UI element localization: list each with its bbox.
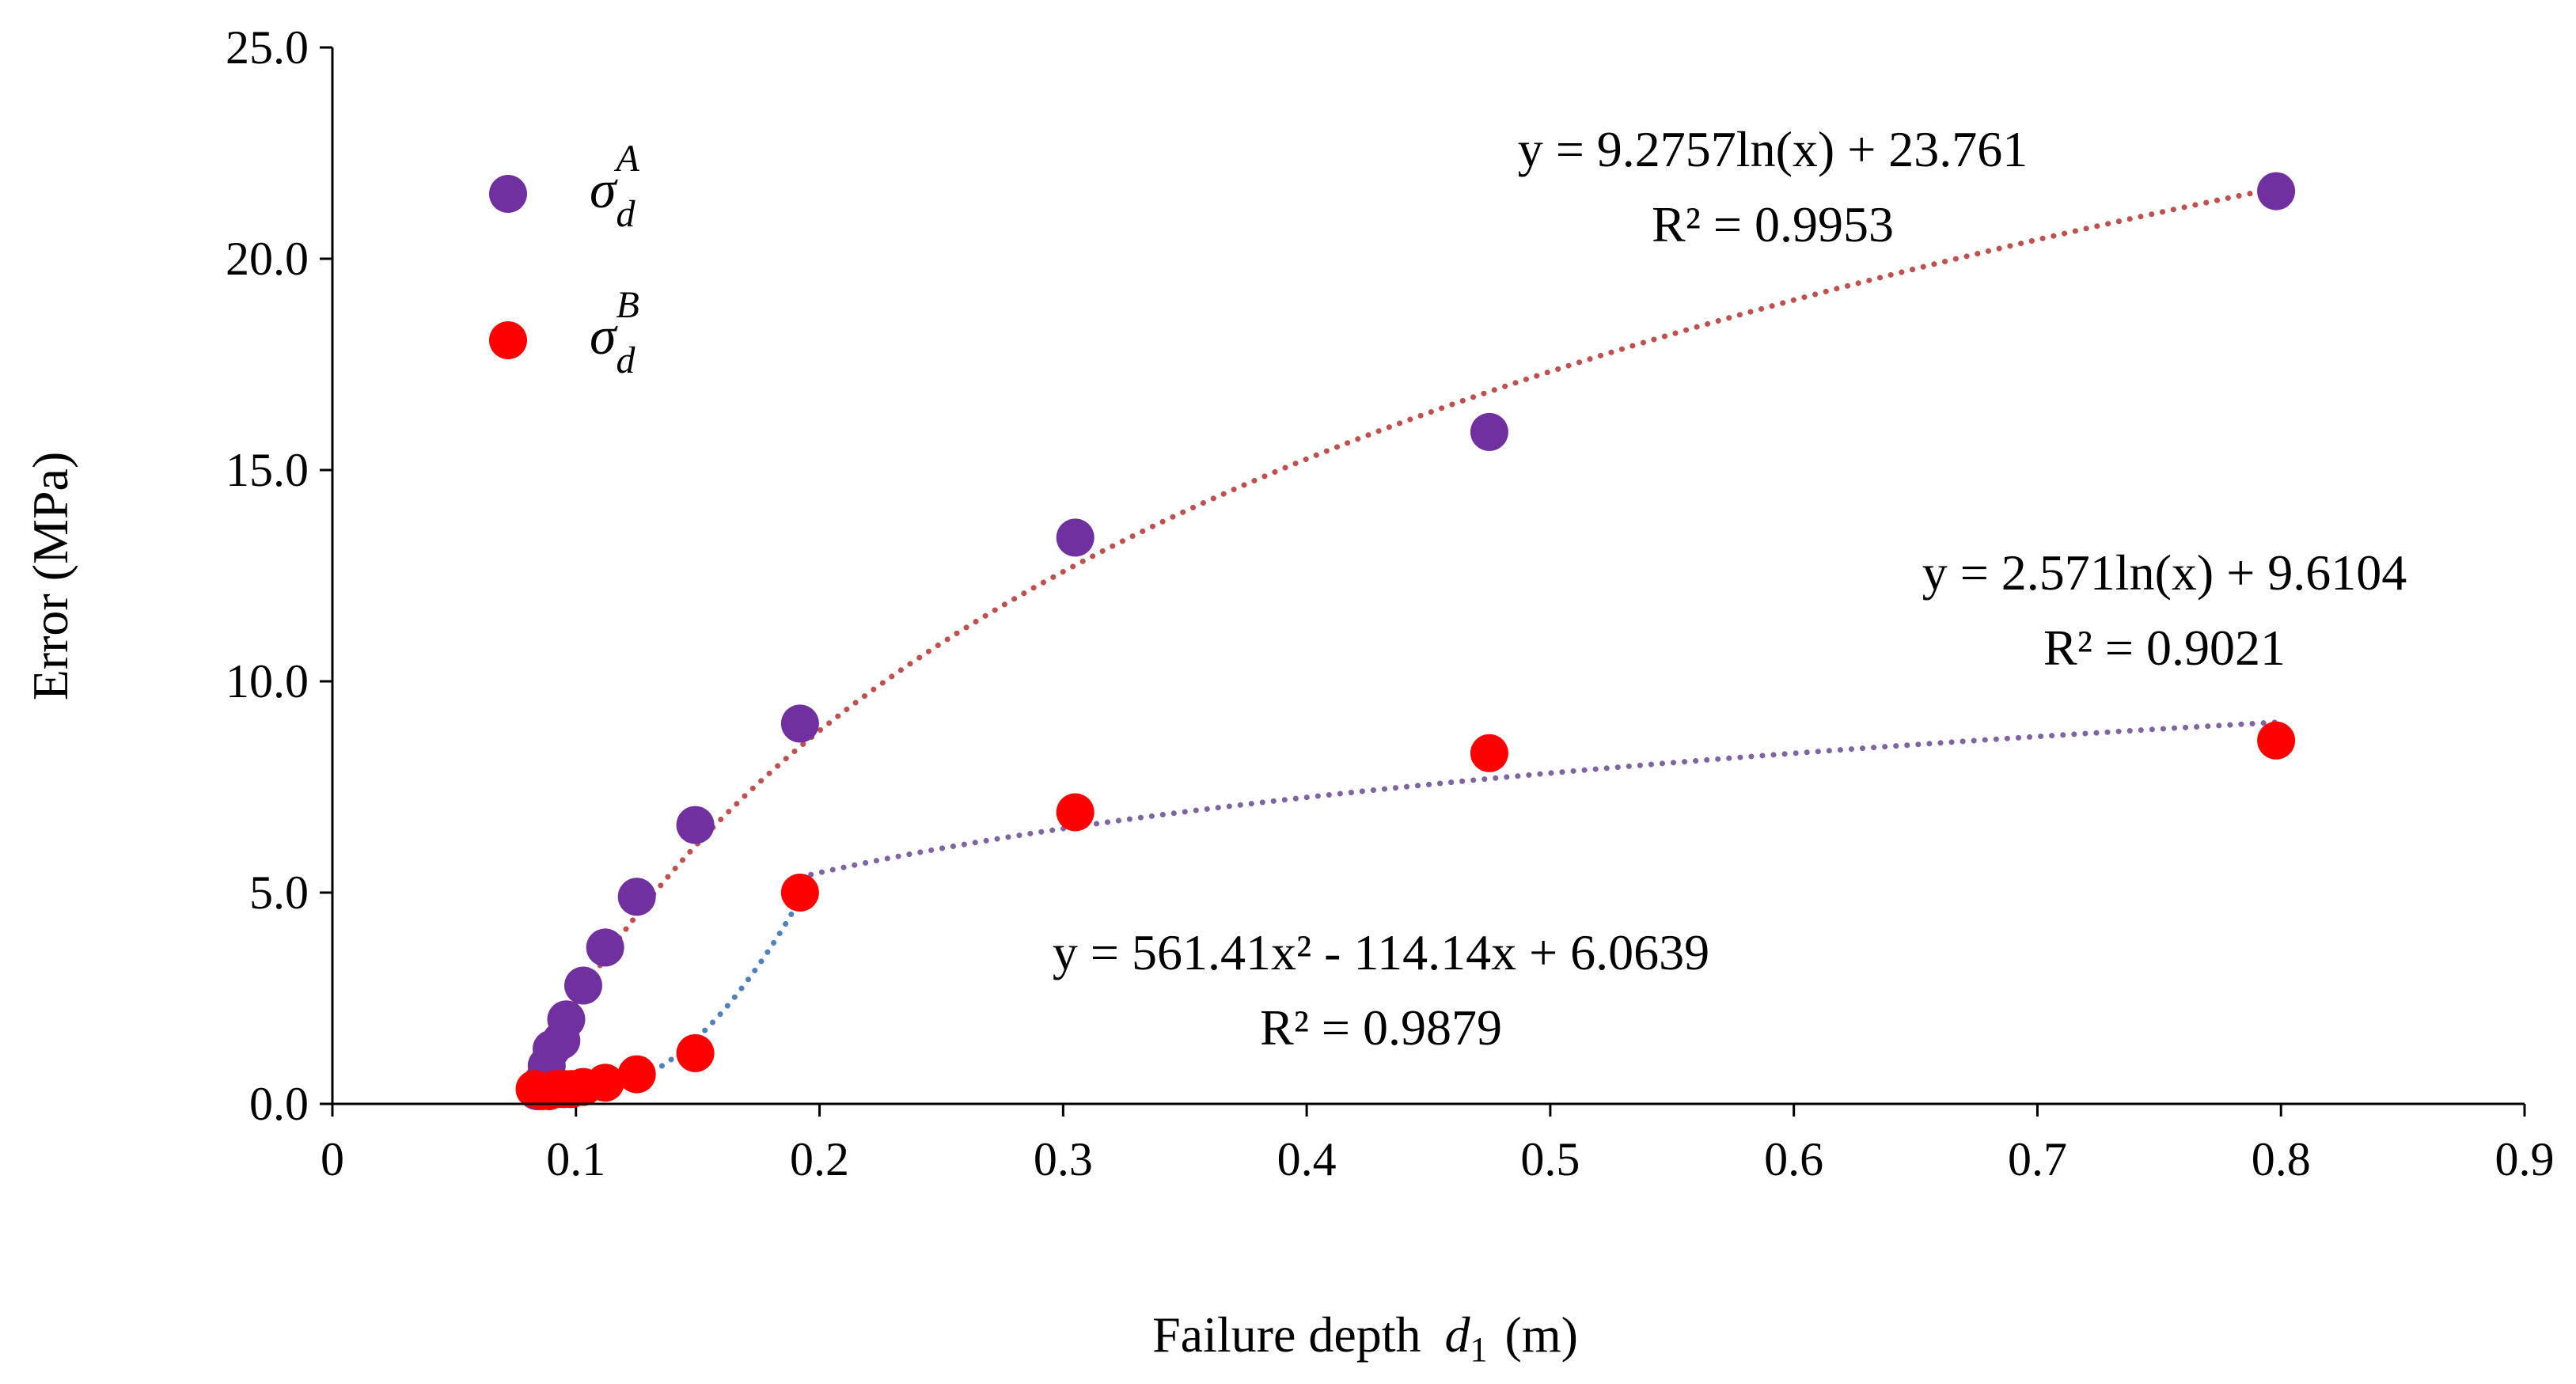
point-series-0 [586, 928, 624, 967]
point-series-0 [547, 1000, 586, 1039]
trendline-label-a: y = 9.2757ln(x) + 23.761 R² = 0.9953 [1518, 121, 2028, 252]
trendline-0 [534, 185, 2279, 1074]
x-axis-title-unit: (m) [1505, 1306, 1578, 1363]
point-series-1 [1470, 734, 1508, 772]
x-tick-label: 0.6 [1764, 1133, 1823, 1185]
trendline-1 [797, 719, 2279, 880]
point-series-0 [2257, 172, 2296, 210]
x-tick-label: 0.3 [1034, 1133, 1093, 1185]
r2-b: R² = 0.9021 [2043, 620, 2286, 676]
equation-b: y = 2.571ln(x) + 9.6104 [1922, 544, 2407, 601]
legend-label-sigma-a: σdA [590, 138, 640, 235]
x-tick-label: 0.1 [546, 1133, 605, 1185]
data-points [515, 172, 2296, 1110]
point-series-1 [676, 1033, 715, 1072]
point-series-0 [617, 878, 656, 916]
equation-a: y = 9.2757ln(x) + 23.761 [1518, 121, 2028, 177]
x-tick-label: 0.9 [2495, 1133, 2555, 1185]
x-tick-label: 0.8 [2252, 1133, 2311, 1185]
equation-c: y = 561.41x² - 114.14x + 6.0639 [1053, 924, 1709, 980]
x-tick-label: 0.4 [1277, 1133, 1337, 1185]
point-series-0 [564, 966, 602, 1005]
point-series-0 [1470, 412, 1508, 451]
x-tick-label: 0.5 [1520, 1133, 1580, 1185]
point-series-1 [1056, 793, 1095, 832]
y-tick-label: 25.0 [226, 21, 309, 74]
legend-marker-sigma-a [489, 175, 527, 213]
y-tick-label: 0.0 [249, 1078, 309, 1130]
point-series-1 [586, 1064, 624, 1102]
x-tick-labels: 0 0.1 0.2 0.3 0.4 0.5 0.6 0.7 0.8 0.9 [321, 1133, 2555, 1185]
x-tick-label: 0.7 [2008, 1133, 2067, 1185]
x-axis-title-symbol: d [1445, 1306, 1471, 1363]
legend-marker-sigma-b [489, 321, 527, 359]
y-tick-label: 20.0 [226, 233, 309, 285]
y-tick-label: 10.0 [226, 655, 309, 707]
x-tick-label: 0 [321, 1133, 344, 1185]
r2-a: R² = 0.9953 [1652, 196, 1894, 252]
x-axis-title-subscript: 1 [1470, 1330, 1488, 1369]
legend: σdA σdB [489, 138, 640, 381]
r2-c: R² = 0.9879 [1260, 999, 1502, 1056]
y-axis-title: Error (MPa) [22, 452, 78, 701]
legend-item-sigma-b: σdB [489, 284, 639, 381]
y-tick-label: 15.0 [226, 444, 309, 496]
legend-label-sigma-b: σdB [590, 284, 639, 381]
point-series-0 [1056, 518, 1095, 557]
point-series-1 [780, 874, 819, 912]
x-tick-label: 0.2 [790, 1133, 849, 1185]
point-series-1 [2257, 721, 2296, 760]
point-series-1 [617, 1055, 656, 1094]
x-axis-title-text: Failure depth [1152, 1306, 1421, 1363]
point-series-0 [780, 704, 819, 743]
y-tick-labels: 0.0 5.0 10.0 15.0 20.0 25.0 [226, 21, 309, 1130]
point-series-0 [676, 806, 715, 844]
x-axis-title: Failure depth d1 (m) [1152, 1306, 1578, 1369]
trendline-label-b: y = 2.571ln(x) + 9.6104 R² = 0.9021 [1922, 544, 2407, 676]
legend-item-sigma-a: σdA [489, 138, 640, 235]
tick-marks [320, 46, 2526, 1117]
y-tick-label: 5.0 [249, 866, 309, 919]
trendline-label-c: y = 561.41x² - 114.14x + 6.0639 R² = 0.9… [1053, 924, 1709, 1056]
